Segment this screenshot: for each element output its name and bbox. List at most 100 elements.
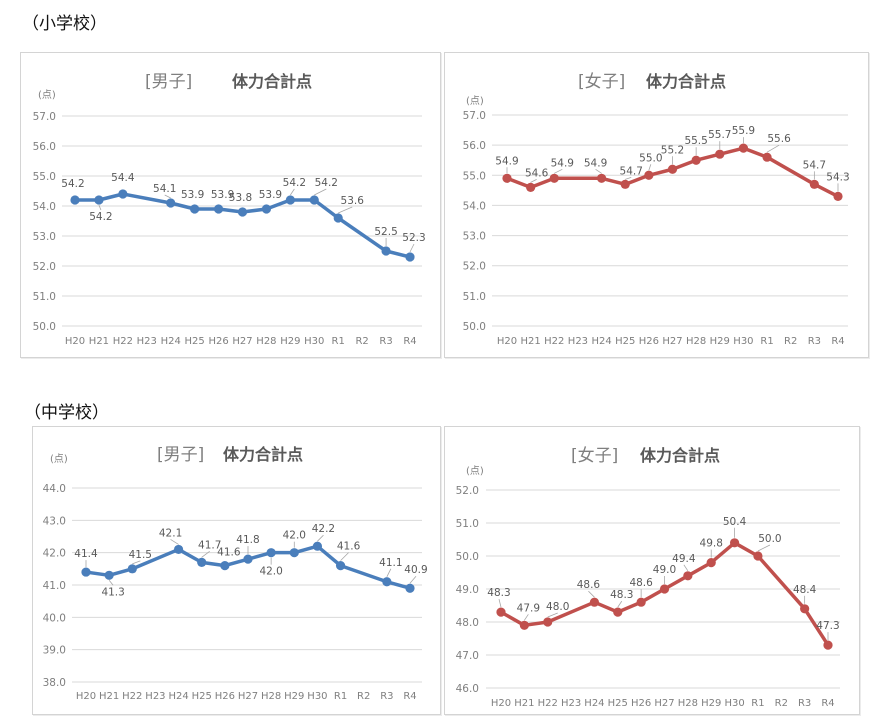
x-tick-label: H20 bbox=[497, 336, 517, 347]
data-label-jr-girls-H25: 48.3 bbox=[610, 589, 633, 601]
chart-elementary-boys bbox=[20, 52, 441, 358]
x-tick-label: H27 bbox=[232, 336, 252, 347]
x-tick-label: H24 bbox=[584, 698, 604, 709]
y-tick-label: 53.0 bbox=[463, 231, 486, 243]
x-tick-label: R4 bbox=[403, 336, 416, 347]
x-tick-label: H26 bbox=[639, 336, 659, 347]
data-point-jr-girls-H24 bbox=[589, 597, 600, 607]
data-label-jr-boys-H27: 41.8 bbox=[236, 534, 259, 546]
data-label-elem-girls-H30: 55.9 bbox=[732, 125, 755, 137]
data-label-jr-boys-R4: 40.9 bbox=[404, 564, 427, 576]
data-point-jr-girls-H20 bbox=[496, 607, 506, 617]
x-tick-label: H25 bbox=[192, 691, 212, 702]
data-label-jr-girls-H21: 47.9 bbox=[517, 602, 540, 614]
label-leader-line bbox=[340, 552, 349, 561]
label-leader-line bbox=[338, 206, 353, 214]
data-label-jr-boys-R1: 41.6 bbox=[337, 541, 361, 553]
x-tick-label: H29 bbox=[284, 691, 304, 702]
x-tick-label: H23 bbox=[137, 336, 157, 347]
data-label-elem-boys-R3: 52.5 bbox=[374, 226, 397, 238]
y-tick-label: 55.0 bbox=[463, 170, 486, 182]
data-label-jr-girls-H20: 48.3 bbox=[487, 587, 510, 599]
data-point-elem-girls-H26 bbox=[644, 170, 654, 180]
data-point-elem-boys-H22 bbox=[118, 189, 128, 199]
data-label-elem-boys-H28: 53.9 bbox=[259, 189, 282, 201]
data-label-elem-girls-R1: 55.6 bbox=[767, 133, 791, 145]
data-label-jr-girls-H24: 48.6 bbox=[577, 579, 601, 591]
data-point-elem-boys-R1 bbox=[333, 213, 343, 223]
x-tick-label: R3 bbox=[808, 336, 821, 347]
section-title-junior-high: （中学校） bbox=[24, 403, 109, 423]
data-point-jr-girls-H26 bbox=[636, 597, 646, 607]
data-point-jr-girls-H27 bbox=[659, 584, 670, 594]
y-tick-label: 53.0 bbox=[33, 231, 56, 243]
data-label-jr-girls-R3: 48.4 bbox=[793, 584, 817, 596]
data-point-jr-girls-H25 bbox=[613, 607, 623, 617]
data-label-elem-boys-H26: 53.9 bbox=[211, 189, 234, 201]
data-label-elem-boys-H30: 54.2 bbox=[315, 177, 338, 189]
x-tick-label: H23 bbox=[568, 336, 588, 347]
y-tick-label: 49.0 bbox=[456, 584, 479, 596]
chart-title-elem-girls: 体力合計点 bbox=[646, 72, 726, 91]
y-tick-label: 51.0 bbox=[463, 291, 486, 303]
data-point-elem-girls-R1 bbox=[762, 152, 772, 162]
x-tick-label: H25 bbox=[185, 336, 205, 347]
label-leader-line bbox=[588, 590, 595, 598]
data-point-jr-boys-H29 bbox=[289, 548, 299, 558]
y-axis-unit-jr-girls: (点) bbox=[466, 465, 484, 477]
x-tick-label: H30 bbox=[733, 336, 753, 347]
label-leader-line bbox=[170, 539, 179, 545]
data-point-jr-boys-H30 bbox=[312, 541, 323, 551]
label-leader-line bbox=[498, 599, 502, 608]
y-tick-label: 55.0 bbox=[33, 171, 56, 183]
data-label-jr-boys-H28: 42.0 bbox=[259, 566, 282, 578]
data-point-elem-boys-H21 bbox=[94, 195, 104, 205]
x-tick-label: R1 bbox=[332, 336, 345, 347]
data-label-elem-girls-H20: 54.9 bbox=[495, 155, 518, 167]
data-point-elem-boys-H27 bbox=[237, 207, 248, 217]
label-leader-line bbox=[595, 168, 602, 174]
x-tick-label: H27 bbox=[662, 336, 682, 347]
x-tick-label: H29 bbox=[710, 336, 730, 347]
label-leader-line bbox=[617, 600, 623, 608]
data-point-jr-girls-H21 bbox=[519, 620, 529, 630]
x-tick-label: H29 bbox=[701, 698, 721, 709]
x-tick-label: H26 bbox=[208, 336, 228, 347]
x-tick-label: H21 bbox=[99, 691, 119, 702]
y-axis-unit-elem-girls: (点) bbox=[466, 95, 484, 107]
x-tick-label: H26 bbox=[631, 698, 651, 709]
y-tick-label: 40.0 bbox=[43, 612, 66, 624]
y-tick-label: 39.0 bbox=[43, 645, 66, 657]
data-label-elem-boys-R4: 52.3 bbox=[402, 232, 425, 244]
data-point-elem-girls-H30 bbox=[738, 143, 749, 153]
label-leader-line bbox=[766, 144, 780, 153]
data-point-jr-boys-H21 bbox=[104, 570, 114, 580]
x-tick-label: H28 bbox=[678, 698, 698, 709]
x-tick-label: H28 bbox=[261, 691, 281, 702]
data-label-jr-boys-H24: 42.1 bbox=[159, 527, 182, 539]
y-axis-unit-elem-boys: (点) bbox=[38, 89, 56, 101]
x-tick-label: H21 bbox=[89, 336, 109, 347]
label-leader-line bbox=[201, 551, 210, 558]
data-label-elem-boys-H22: 54.4 bbox=[111, 172, 135, 184]
x-tick-label: H24 bbox=[168, 691, 188, 702]
x-tick-label: H30 bbox=[307, 691, 327, 702]
data-point-elem-boys-H26 bbox=[213, 204, 224, 214]
y-axis-unit-jr-boys: (点) bbox=[50, 453, 68, 465]
x-tick-label: R2 bbox=[784, 336, 797, 347]
label-leader-line bbox=[317, 534, 324, 542]
label-leader-line bbox=[98, 204, 102, 211]
y-tick-label: 38.0 bbox=[43, 677, 66, 689]
data-label-jr-girls-H26: 48.6 bbox=[629, 577, 653, 589]
data-label-jr-girls-H29: 49.8 bbox=[700, 538, 723, 550]
label-leader-line bbox=[547, 612, 558, 618]
data-label-jr-girls-R1: 50.0 bbox=[758, 533, 781, 545]
data-point-elem-boys-H25 bbox=[190, 204, 200, 214]
x-tick-label: H27 bbox=[238, 691, 258, 702]
x-tick-label: H30 bbox=[304, 336, 324, 347]
data-point-jr-boys-R4 bbox=[405, 583, 415, 593]
data-label-jr-boys-H21: 41.3 bbox=[101, 586, 124, 598]
x-tick-label: H30 bbox=[724, 698, 744, 709]
data-label-elem-boys-H25: 53.9 bbox=[181, 189, 204, 201]
data-label-elem-girls-R3: 54.7 bbox=[803, 159, 826, 171]
